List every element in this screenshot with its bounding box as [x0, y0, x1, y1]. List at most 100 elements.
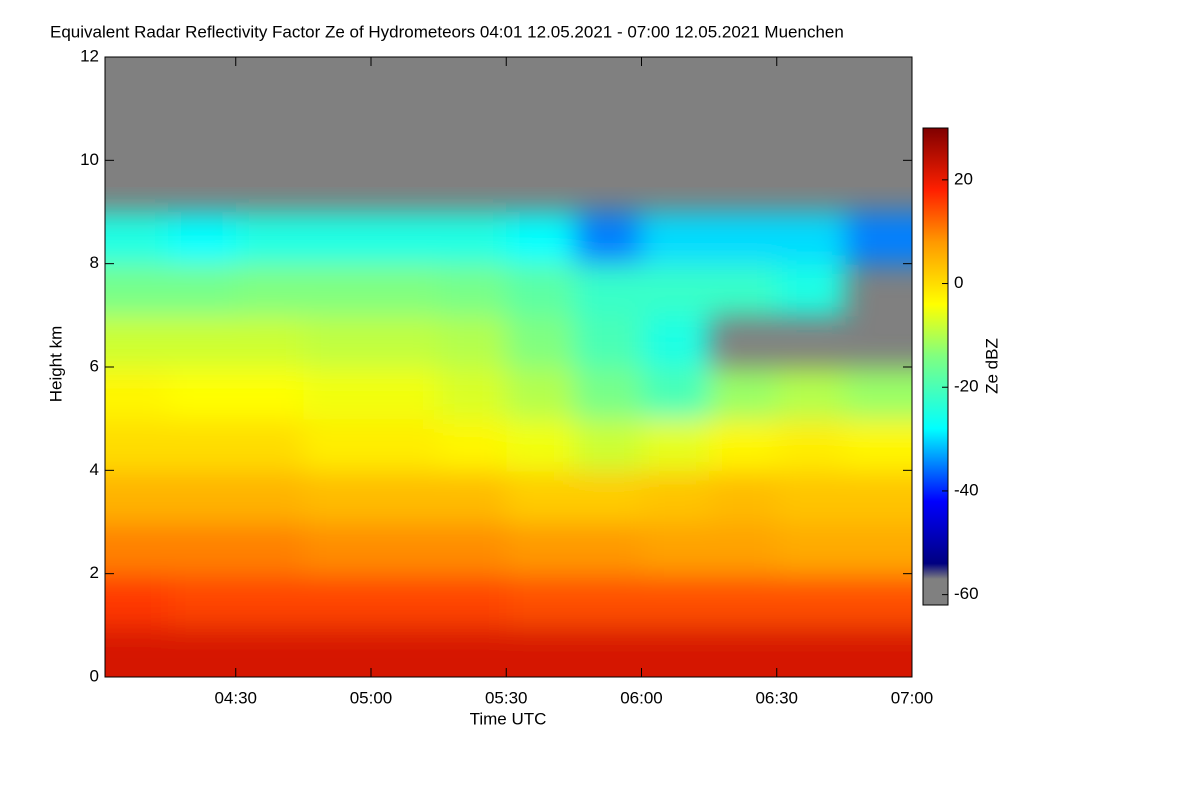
y-tick-label: 4	[90, 460, 99, 479]
heatmap-cell	[370, 625, 440, 677]
heatmap-cell	[235, 418, 305, 472]
heatmap-cell	[303, 418, 372, 472]
colorbar-tick-label: 0	[954, 273, 963, 292]
heatmap-cell	[573, 470, 643, 523]
heatmap-cell	[776, 418, 846, 472]
heatmap-cell	[370, 212, 440, 265]
heatmap-cell	[235, 212, 305, 265]
heatmap-cell	[168, 470, 237, 523]
heatmap-cell	[303, 315, 372, 368]
y-axis-label: Height km	[46, 326, 65, 403]
heatmap-cell	[844, 367, 912, 420]
heatmap-cell	[168, 625, 237, 677]
y-tick-label: 12	[80, 46, 99, 65]
heatmap-cell	[506, 418, 575, 472]
heatmap-cell	[506, 573, 575, 627]
heatmap-cell	[641, 212, 711, 265]
heatmap-cell	[506, 625, 575, 677]
heatmap-cell	[168, 315, 237, 368]
heatmap-cell	[709, 418, 778, 472]
heatmap-cell	[844, 470, 912, 523]
heatmap-cell	[709, 625, 778, 677]
colorbar-tick-label: -40	[954, 480, 979, 499]
heatmap-cell	[303, 573, 372, 627]
x-tick-label: 05:00	[350, 688, 393, 707]
colorbar-tick-label: 20	[954, 169, 973, 188]
colorbar-tick-label: -60	[954, 584, 979, 603]
heatmap-cell	[303, 212, 372, 265]
heatmap-cell	[105, 418, 170, 472]
x-axis-label: Time UTC	[470, 709, 547, 728]
heatmap-cell	[438, 470, 508, 523]
heatmap-cell	[844, 625, 912, 677]
heatmap-cell	[370, 470, 440, 523]
y-tick-label: 10	[80, 150, 99, 169]
heatmap-cell	[438, 418, 508, 472]
heatmap-cell	[370, 263, 440, 317]
x-tick-label: 06:00	[620, 688, 663, 707]
heatmap-cell	[370, 522, 440, 575]
y-tick-label: 2	[90, 563, 99, 582]
heatmap-cell	[641, 263, 711, 317]
heatmap-cell	[506, 315, 575, 368]
heatmap-cell	[105, 522, 170, 575]
heatmap-cell	[235, 315, 305, 368]
heatmap-cell	[776, 367, 846, 420]
plot-area	[105, 212, 912, 677]
heatmap-cell	[168, 418, 237, 472]
heatmap-cell	[303, 367, 372, 420]
heatmap-cell	[573, 573, 643, 627]
heatmap-cell	[844, 573, 912, 627]
heatmap-cell	[573, 522, 643, 575]
heatmap-cell	[573, 625, 643, 677]
heatmap-cell	[506, 522, 575, 575]
heatmap-cell	[168, 263, 237, 317]
heatmap-cell	[235, 522, 305, 575]
heatmap-cell	[641, 522, 711, 575]
heatmap-cell	[709, 470, 778, 523]
heatmap-cell	[641, 625, 711, 677]
heatmap-cell	[506, 470, 575, 523]
heatmap-cell	[506, 263, 575, 317]
heatmap-cell	[709, 212, 778, 265]
heatmap-cell	[641, 573, 711, 627]
heatmap-cell	[776, 212, 846, 265]
heatmap-cell	[573, 367, 643, 420]
heatmap-cell	[709, 263, 778, 317]
heatmap-cell	[573, 418, 643, 472]
heatmap-cell	[844, 212, 912, 265]
y-tick-label: 6	[90, 356, 99, 375]
heatmap-cell	[438, 573, 508, 627]
heatmap-cell	[709, 522, 778, 575]
heatmap-cell	[370, 573, 440, 627]
heatmap-cell	[105, 573, 170, 627]
heatmap-cell	[438, 625, 508, 677]
heatmap-cell	[573, 315, 643, 368]
heatmap-cell	[641, 418, 711, 472]
heatmap-cell	[776, 470, 846, 523]
heatmap-cell	[573, 212, 643, 265]
colorbar	[922, 127, 949, 606]
heatmap-cell	[303, 625, 372, 677]
heatmap-cell	[438, 315, 508, 368]
heatmap-cell	[438, 263, 508, 317]
heatmap-cell	[844, 418, 912, 472]
y-tick-label: 8	[90, 253, 99, 272]
x-tick-label: 05:30	[485, 688, 528, 707]
heatmap-cell	[168, 367, 237, 420]
heatmap-cell	[105, 470, 170, 523]
heatmap-cell	[303, 470, 372, 523]
colorbar-tick-label: -20	[954, 377, 979, 396]
heatmap-cell	[641, 470, 711, 523]
x-tick-label: 06:30	[755, 688, 798, 707]
heatmap-cell	[438, 212, 508, 265]
heatmap-cell	[235, 263, 305, 317]
heatmap-cell	[303, 263, 372, 317]
heatmap-cell	[105, 263, 170, 317]
heatmap-cell	[641, 367, 711, 420]
heatmap-cell	[168, 522, 237, 575]
heatmap-cell	[776, 573, 846, 627]
heatmap-cell	[370, 367, 440, 420]
heatmap-cell	[573, 263, 643, 317]
heatmap-cell	[235, 470, 305, 523]
